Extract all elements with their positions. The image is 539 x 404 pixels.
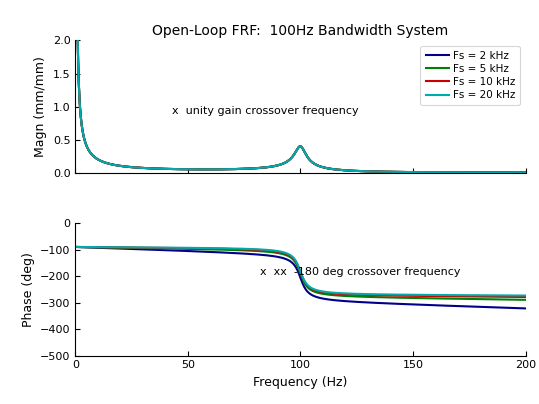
Line: Fs = 10 kHz: Fs = 10 kHz	[75, 0, 526, 173]
Fs = 2 kHz	[508, 170, 515, 175]
Fs = 2 kHz	[265, 165, 272, 170]
Fs = 2 kHz	[486, 170, 493, 175]
Fs = 20 kHz	[399, 170, 406, 175]
Fs = 5 kHz	[399, 170, 406, 175]
Fs = 20 kHz	[508, 170, 515, 175]
Fs = 10 kHz	[286, 158, 293, 162]
Fs = 5 kHz	[522, 170, 529, 175]
Fs = 20 kHz	[522, 170, 529, 175]
Fs = 2 kHz	[286, 158, 293, 162]
Y-axis label: Magn (mm/mm): Magn (mm/mm)	[34, 56, 47, 157]
Fs = 2 kHz	[261, 165, 268, 170]
Fs = 5 kHz	[265, 165, 272, 170]
Fs = 5 kHz	[286, 158, 293, 162]
Line: Fs = 20 kHz: Fs = 20 kHz	[75, 0, 526, 173]
Text: x  unity gain crossover frequency: x unity gain crossover frequency	[172, 106, 359, 116]
Fs = 10 kHz	[486, 170, 493, 175]
Fs = 20 kHz	[486, 170, 493, 175]
Fs = 10 kHz	[522, 170, 529, 175]
Fs = 2 kHz	[399, 170, 406, 175]
Fs = 5 kHz	[486, 170, 493, 175]
Fs = 20 kHz	[286, 158, 293, 162]
Fs = 5 kHz	[261, 165, 268, 170]
Line: Fs = 2 kHz: Fs = 2 kHz	[75, 0, 526, 173]
X-axis label: Frequency (Hz): Frequency (Hz)	[253, 376, 348, 389]
Y-axis label: Phase (deg): Phase (deg)	[22, 252, 34, 327]
Line: Fs = 5 kHz: Fs = 5 kHz	[75, 0, 526, 173]
Fs = 10 kHz	[265, 165, 272, 170]
Text: x  xx  -180 deg crossover frequency: x xx -180 deg crossover frequency	[260, 267, 460, 277]
Fs = 5 kHz	[508, 170, 515, 175]
Fs = 20 kHz	[261, 165, 268, 170]
Title: Open-Loop FRF:  100Hz Bandwidth System: Open-Loop FRF: 100Hz Bandwidth System	[153, 24, 448, 38]
Fs = 10 kHz	[261, 165, 268, 170]
Fs = 10 kHz	[399, 170, 406, 175]
Fs = 10 kHz	[508, 170, 515, 175]
Fs = 20 kHz	[265, 165, 272, 170]
Fs = 2 kHz	[522, 170, 529, 175]
Legend: Fs = 2 kHz, Fs = 5 kHz, Fs = 10 kHz, Fs = 20 kHz: Fs = 2 kHz, Fs = 5 kHz, Fs = 10 kHz, Fs …	[420, 46, 520, 105]
